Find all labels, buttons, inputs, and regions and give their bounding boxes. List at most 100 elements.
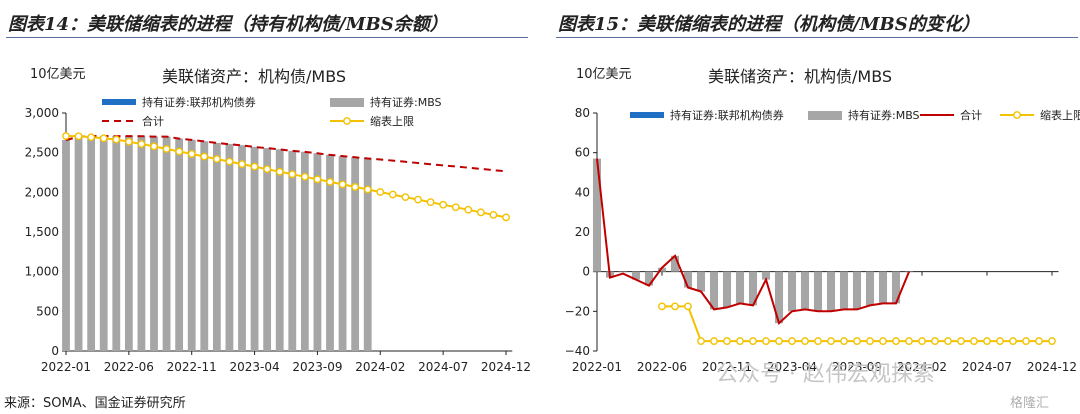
mbs-bar (826, 271, 836, 312)
mbs-bar (137, 136, 146, 351)
y-tick-label: 0 (582, 265, 590, 279)
cap-marker (502, 213, 510, 222)
total-line (65, 134, 507, 173)
mbs-bar (124, 136, 133, 351)
mbs-bar (670, 255, 680, 272)
cap-marker (401, 193, 410, 201)
legend-cap-marker (1013, 111, 1021, 119)
cap-marker (684, 302, 692, 311)
y-tick-label: 80 (575, 106, 590, 120)
mbs-bar (313, 153, 322, 351)
mbs-bar (225, 144, 234, 351)
mbs-bar (735, 271, 745, 304)
cap-marker (250, 162, 259, 171)
cap-marker (996, 337, 1004, 345)
mbs-bar (800, 271, 810, 310)
cap-marker (1009, 337, 1017, 345)
cap-marker (905, 337, 913, 345)
cap-marker (983, 337, 991, 345)
cap-marker (62, 132, 70, 140)
mbs-bar (150, 136, 158, 351)
cap-marker (918, 337, 926, 345)
cap-marker (376, 188, 385, 196)
mbs-bar (878, 271, 888, 304)
mbs-bar (865, 271, 875, 306)
y-tick-label: 3,000 (25, 106, 59, 120)
legend-total-label: 合计 (142, 114, 164, 128)
cap-marker (288, 170, 297, 179)
legend-mbs-swatch (808, 111, 842, 120)
mbs-bar (813, 271, 823, 312)
mbs-bar (363, 158, 372, 351)
cap-marker (853, 337, 861, 345)
y-tick-label: 500 (36, 304, 59, 318)
x-tick-label: 2022-06 (637, 360, 687, 374)
mbs-bar (761, 271, 771, 280)
mbs-bar (212, 143, 221, 351)
cap-marker (736, 337, 744, 345)
x-tick-label: 2023-09 (292, 360, 342, 374)
cap-marker (112, 135, 121, 144)
x-tick-label: 2022-01 (572, 360, 622, 374)
cap-marker (1022, 337, 1030, 345)
cap-marker (137, 140, 146, 148)
y-tick-label: 0 (51, 344, 59, 358)
cap-marker (74, 132, 83, 141)
x-tick-label: 2023-09 (832, 360, 882, 374)
cap-marker (866, 337, 874, 345)
cap-marker (476, 208, 485, 217)
mbs-bar (187, 140, 196, 351)
y-tick-label: 20 (575, 225, 590, 239)
mbs-bar (852, 271, 862, 310)
mbs-bar (722, 271, 732, 308)
cap-marker (212, 155, 221, 163)
total-line (596, 158, 910, 326)
cap-marker (671, 302, 679, 311)
cap-marker (892, 337, 900, 345)
legend-mbs-swatch (330, 98, 364, 107)
source-note: 来源：SOMA、国金证券研究所 (4, 396, 186, 411)
mbs-bar (351, 157, 360, 351)
legend-cap-label: 缩表上限 (370, 114, 414, 128)
left-chart: 10亿美元 美联储资产：机构债/MBS 0 500 1,000 1,500 2,000 2,5… (25, 67, 531, 374)
x-tick-label: 2022-11 (702, 360, 752, 374)
cap-marker (944, 337, 952, 345)
cap-marker (87, 133, 96, 142)
cap-marker (363, 185, 372, 194)
mbs-bar (787, 271, 797, 312)
cap-marker (351, 183, 360, 191)
cap-marker (489, 210, 498, 219)
cap-marker (300, 172, 309, 181)
mbs-bar (696, 271, 706, 292)
cap-marker (879, 337, 887, 345)
cap-marker (338, 180, 347, 189)
cap-marker (326, 177, 334, 186)
x-tick-label: 2023-04 (230, 360, 280, 374)
x-tick-label: 2022-11 (167, 360, 217, 374)
right-title-underline (556, 37, 1078, 38)
y-tick-label: 2,500 (25, 146, 59, 160)
mbs-bar (326, 155, 334, 351)
cap-marker (827, 337, 835, 345)
cap-marker (840, 337, 848, 345)
mbs-bar (275, 149, 284, 351)
legend-agency-label: 持有证券:联邦机构债券 (142, 95, 256, 109)
cap-marker (162, 145, 171, 153)
mbs-bar (657, 267, 667, 272)
cap-marker (124, 137, 133, 146)
y-tick-label: 1,500 (25, 225, 59, 239)
x-tick-label: 2023-04 (767, 360, 817, 374)
cap-marker (814, 337, 822, 345)
mbs-bar (263, 148, 272, 351)
cap-marker (439, 200, 448, 209)
watermark-brand: 格隆汇 (1010, 396, 1050, 411)
cap-marker (762, 337, 770, 345)
mbs-bar (162, 136, 171, 351)
cap-marker (187, 150, 196, 158)
mbs-bar (74, 136, 83, 351)
mbs-bar (300, 152, 309, 351)
mbs-bar (87, 136, 96, 351)
chart-title: 美联储资产：机构债/MBS (708, 67, 892, 86)
cap-marker (1035, 337, 1043, 345)
cap-marker (99, 134, 108, 143)
